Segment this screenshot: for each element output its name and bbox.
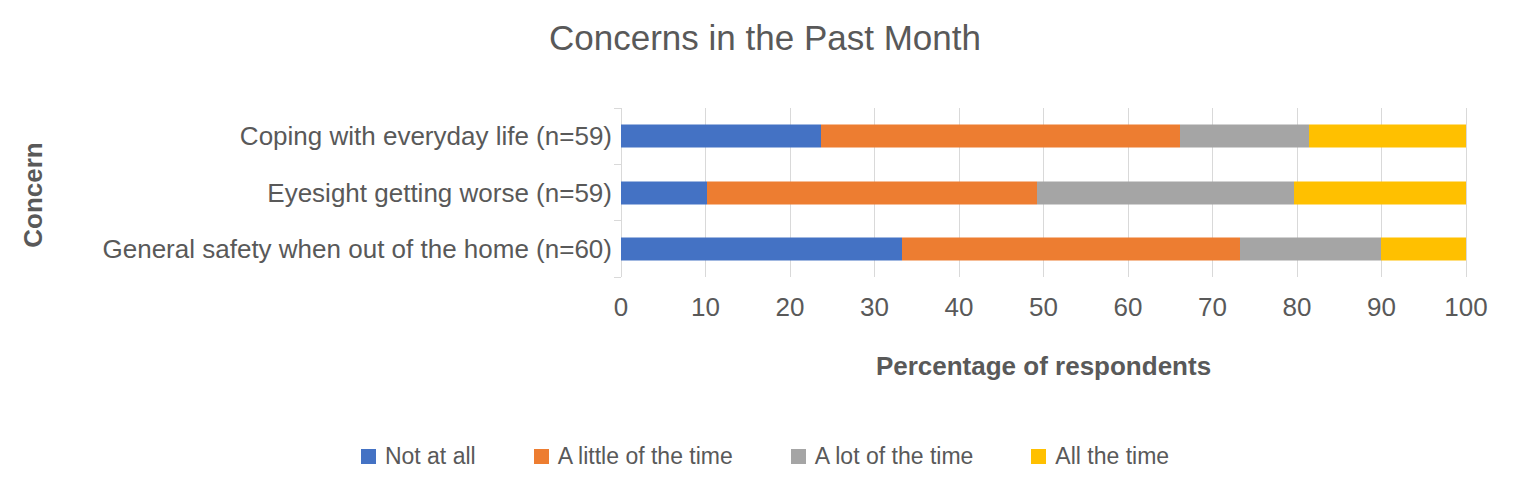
bar-segment (1180, 125, 1309, 148)
legend-label: A little of the time (558, 443, 733, 470)
x-tick-label: 50 (1029, 294, 1058, 320)
legend-label: Not at all (385, 443, 476, 470)
legend-swatch-icon (1031, 449, 1046, 464)
bar-segment (1309, 125, 1466, 148)
bar-row (621, 125, 1466, 148)
legend-item: A little of the time (534, 443, 733, 470)
x-tick-label: 40 (945, 294, 974, 320)
bar-segment (1381, 237, 1466, 260)
y-axis-tick (614, 108, 621, 109)
x-tick-label: 10 (691, 294, 720, 320)
legend-swatch-icon (791, 449, 806, 464)
plot-area (621, 108, 1466, 277)
legend-label: A lot of the time (815, 443, 974, 470)
legend-swatch-icon (534, 449, 549, 464)
x-tick-label: 100 (1444, 294, 1487, 320)
x-tick-label: 70 (1198, 294, 1227, 320)
x-tick-label: 80 (1283, 294, 1312, 320)
x-tick-label: 20 (776, 294, 805, 320)
y-axis-tick (614, 164, 621, 165)
x-tick-label: 30 (860, 294, 889, 320)
bar-segment (621, 125, 821, 148)
bar-segment (1037, 181, 1295, 204)
x-axis-title: Percentage of respondents (621, 351, 1466, 382)
bar-row (621, 237, 1466, 260)
x-tick-label: 0 (614, 294, 628, 320)
category-label: Coping with everyday life (n=59) (0, 121, 612, 152)
bar-segment (1294, 181, 1466, 204)
bar-segment (621, 181, 707, 204)
legend-label: All the time (1055, 443, 1169, 470)
x-tick-label: 60 (1114, 294, 1143, 320)
bar-segment (621, 237, 902, 260)
bar-row (621, 181, 1466, 204)
legend-item: All the time (1031, 443, 1169, 470)
legend-item: A lot of the time (791, 443, 974, 470)
bar-segment (707, 181, 1037, 204)
bar-segment (902, 237, 1240, 260)
category-axis-labels: Coping with everyday life (n=59) Eyesight… (0, 0, 612, 500)
legend-swatch-icon (361, 449, 376, 464)
x-tick-label: 90 (1367, 294, 1396, 320)
chart-canvas: Concerns in the Past Month Concern Copin… (0, 0, 1530, 500)
bar-segment (1240, 237, 1381, 260)
legend: Not at all A little of the time A lot of t… (0, 443, 1530, 470)
y-axis-tick (614, 220, 621, 221)
bar-segment (821, 125, 1179, 148)
category-label: Eyesight getting worse (n=59) (0, 177, 612, 208)
legend-item: Not at all (361, 443, 476, 470)
category-label: General safety when out of the home (n=6… (0, 233, 612, 264)
y-axis-tick (614, 277, 621, 278)
